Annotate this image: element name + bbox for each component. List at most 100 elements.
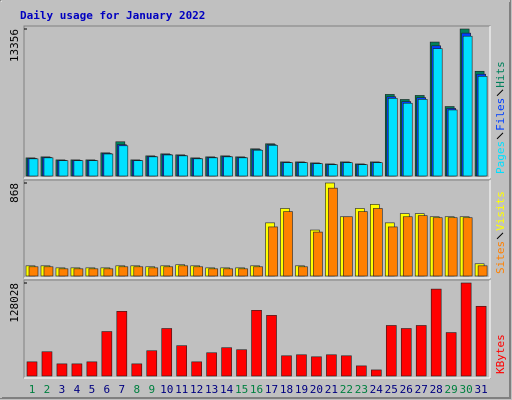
bar [432,217,443,277]
bar [178,265,188,277]
bar [283,211,293,277]
bar [358,164,368,177]
x-tick-label: 12 [190,383,203,396]
bar [432,48,443,177]
legend-entry: Hits [494,61,507,88]
x-tick-label: 11 [175,383,188,396]
bar [148,156,159,177]
bar [387,98,398,177]
x-tick-label: 22 [340,383,353,396]
bar [206,352,217,377]
bar [131,363,143,377]
bar [417,99,428,177]
bar [371,369,382,377]
bar [163,266,174,277]
legend-entry: Files [494,98,507,131]
bar [133,266,144,277]
bar [445,332,457,377]
bar [88,268,99,277]
bar [103,268,114,277]
bar [477,76,488,177]
bar [191,361,202,377]
bar [268,145,278,177]
bar [462,35,473,177]
x-tick-label: 8 [133,383,140,396]
y-tick-label: 128028 [8,283,21,323]
x-tick-label: 29 [445,383,458,396]
bar [447,217,458,277]
bar [178,155,188,177]
x-tick-label: 27 [415,383,428,396]
x-tick-label: 14 [220,383,234,396]
bar [41,351,53,377]
bar [223,268,233,277]
bar [176,345,187,377]
bar [103,153,114,177]
bar [238,268,248,277]
bar [236,349,247,377]
bar [298,162,308,177]
bar [460,282,472,377]
bar [221,347,232,377]
legend-separator [496,89,504,97]
x-tick-label: 16 [250,383,263,396]
bar [343,162,353,177]
bar [43,157,54,177]
y-tick-label: 868 [8,183,21,203]
bar [118,266,129,277]
legend-entry: Sites [494,241,507,274]
legend-entry: Pages [494,141,507,174]
bar [208,157,218,177]
bar [298,266,308,277]
bar [462,217,473,277]
bar [477,265,488,277]
bar [208,268,218,277]
legend-separator [496,232,504,240]
bar [341,355,352,377]
bar [283,162,293,177]
bar [28,158,39,177]
bar [281,355,292,377]
bar [326,354,337,377]
bar [163,154,174,177]
x-tick-label: 1 [29,383,36,396]
bar [313,231,323,277]
bar [58,268,69,277]
legend-separator [496,132,504,140]
x-tick-label: 25 [385,383,398,396]
x-tick-label: 7 [119,383,126,396]
x-tick-label: 3 [59,383,66,396]
x-tick-label: 31 [474,383,487,396]
bar [313,163,323,177]
x-tick-label: 24 [370,383,384,396]
x-tick-label: 26 [400,383,413,396]
bar [268,226,278,277]
legend-entry: Visits [494,191,507,231]
bar [86,361,98,377]
bar [373,208,383,277]
bar [148,267,159,277]
bar [311,356,322,377]
x-tick-label: 28 [430,383,443,396]
bar [385,325,397,377]
bar [253,266,263,277]
x-tick-label: 17 [265,383,278,396]
bar [118,145,129,177]
bar [88,160,99,177]
bar [356,365,367,377]
bar [73,268,84,277]
x-tick-label: 9 [148,383,155,396]
x-tick-label: 15 [235,383,248,396]
x-tick-label: 19 [295,383,308,396]
x-tick-label: 10 [160,383,173,396]
bar [71,363,83,377]
bar [417,215,428,277]
bar [56,363,68,377]
x-tick-label: 21 [325,383,338,396]
bar [343,216,353,277]
x-tick-label: 23 [355,383,368,396]
bar [101,331,113,377]
bar [373,162,383,177]
legend-entry: KBytes [494,334,507,374]
bar [447,109,458,177]
